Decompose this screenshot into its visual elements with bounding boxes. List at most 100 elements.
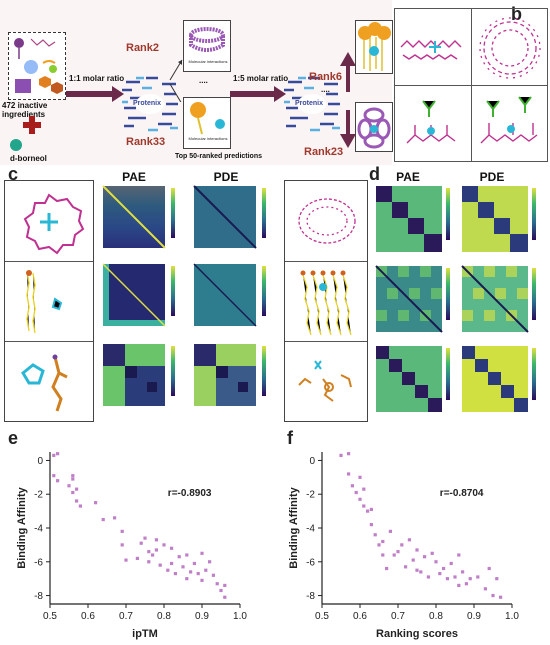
rank23-complex-box xyxy=(355,102,393,152)
chart-e-point xyxy=(204,568,208,572)
rank6-micelle-icon xyxy=(358,22,391,71)
chart-e-point xyxy=(223,595,227,599)
molar-ratio-2: 1:5 molar ratio xyxy=(233,74,289,83)
chart-e: 0.5 0.6 0.7 0.8 0.9 1.0 0 -2 -4 -6 -8 ipTM Binding A… xyxy=(16,452,247,640)
chart-f-point xyxy=(362,504,366,508)
chart-f-point xyxy=(483,587,487,591)
chart-e-point xyxy=(211,573,215,577)
chart-e-point xyxy=(71,490,75,495)
dots-a2: .... xyxy=(321,85,330,94)
chart-e-point xyxy=(147,560,151,564)
chart-e-point xyxy=(223,583,227,588)
chart-f-point xyxy=(347,472,351,476)
chart-e-y-tick-label: -8 xyxy=(34,591,43,602)
chart-f-point xyxy=(461,570,465,574)
chart-f-point xyxy=(396,550,400,554)
panel-d-heatmaps xyxy=(375,186,536,412)
chart-e-point xyxy=(185,553,189,557)
chart-f-point xyxy=(445,577,449,581)
ring-complex-icon xyxy=(189,27,225,52)
molar-ratio-1: 1:1 molar ratio xyxy=(69,74,125,83)
chart-f-point xyxy=(350,484,354,488)
chart-e-point xyxy=(177,555,181,559)
chart-e-point xyxy=(181,565,185,569)
panel-d-pde-header: PDE xyxy=(479,170,505,184)
chart-e-point xyxy=(196,572,200,576)
chart-e-point xyxy=(200,578,204,582)
ingredients-illustration xyxy=(14,38,63,94)
chart-e-x-tick-label: 1.0 xyxy=(233,611,247,622)
chart-e-point xyxy=(71,477,75,481)
chart-f-point xyxy=(442,566,446,571)
chart-e-point xyxy=(200,551,204,555)
chart-e-point xyxy=(124,558,128,562)
dots-a1: .... xyxy=(199,76,208,85)
protenix-2-icon xyxy=(284,76,340,132)
borneol-label: d-borneol xyxy=(10,154,47,163)
chart-e-point xyxy=(154,548,158,552)
chart-e-point xyxy=(147,550,151,554)
chart-f: 0.5 0.6 0.7 0.8 0.9 1.0 0 -2 -4 -6 -8 Ranking score… xyxy=(288,452,519,640)
panel-label-b: b xyxy=(511,4,522,24)
chart-e-y-tick-label: -6 xyxy=(34,557,43,568)
chart-e-point xyxy=(120,543,124,547)
chart-e-point xyxy=(56,452,60,456)
chart-e-point xyxy=(170,546,174,550)
panel-label-c: c xyxy=(8,164,19,184)
rank23-ring-icon xyxy=(357,107,391,149)
panel-c-pde-header: PDE xyxy=(213,170,239,184)
chart-e-point xyxy=(219,588,223,593)
chart-f-x-tick-label: 0.6 xyxy=(353,611,367,622)
chart-f-point xyxy=(381,539,385,544)
ingredients-box xyxy=(8,32,66,100)
molecular-interaction-box-2: Molecular interactions xyxy=(183,97,231,149)
chart-f-point xyxy=(457,583,461,588)
chart-e-point xyxy=(52,453,56,457)
molecular-interaction-box-1: Molecular interactions xyxy=(183,20,231,72)
chart-e-correlation-label: r=-0.8903 xyxy=(168,488,212,499)
chart-e-point xyxy=(173,572,177,576)
arrow-2-icon xyxy=(230,86,286,102)
chart-f-point xyxy=(476,575,480,579)
chart-e-x-tick-label: 0.9 xyxy=(195,611,209,622)
chart-f-point xyxy=(468,577,472,581)
micelle-icon xyxy=(190,102,225,135)
branch-arrows-icon xyxy=(340,52,356,148)
protenix-2-label: Protenix xyxy=(295,100,324,107)
chart-f-x-tick-label: 1.0 xyxy=(505,611,519,622)
chart-e-point xyxy=(75,499,79,503)
chart-f-y-tick-label: -2 xyxy=(306,490,315,501)
chart-e-point xyxy=(52,474,56,478)
chart-f-point xyxy=(457,553,461,557)
chart-f-point xyxy=(358,497,362,501)
chart-f-point xyxy=(438,572,442,576)
protenix-1-icon xyxy=(122,76,178,132)
chart-f-y-tick-label: -8 xyxy=(306,591,315,602)
chart-f-x-tick-label: 0.9 xyxy=(467,611,481,622)
panel-d-pae-header: PAE xyxy=(396,170,420,184)
chart-e-point xyxy=(120,529,124,533)
chart-e-point xyxy=(101,517,105,522)
protenix-1-label: Protenix xyxy=(133,100,162,107)
chart-f-y-label: Binding Affinity xyxy=(288,486,300,568)
chart-f-x-tick-label: 0.8 xyxy=(429,611,443,622)
panel-c-pae-header: PAE xyxy=(122,170,146,184)
chart-e-point xyxy=(215,582,219,586)
chart-f-point xyxy=(339,453,343,457)
rank2-ring-side-icon xyxy=(298,198,356,244)
chart-e-point xyxy=(94,501,98,505)
chart-f-point xyxy=(358,475,362,479)
chart-e-point xyxy=(78,504,82,508)
chart-e-point xyxy=(170,561,174,566)
chart-f-point xyxy=(347,452,351,456)
panel-b-grid xyxy=(394,8,548,162)
chart-f-point xyxy=(491,593,495,598)
chart-f-point xyxy=(366,509,370,513)
rank33-ring-structure-icon xyxy=(480,96,538,144)
chart-f-x-tick-label: 0.7 xyxy=(391,611,405,622)
chart-f-point xyxy=(373,533,377,537)
chart-f-y-tick-label: -4 xyxy=(306,524,315,535)
borneol-icon xyxy=(8,137,24,153)
rank2-structure-icon xyxy=(400,40,462,60)
top50-label: Top 50-ranked predictions xyxy=(175,153,262,160)
